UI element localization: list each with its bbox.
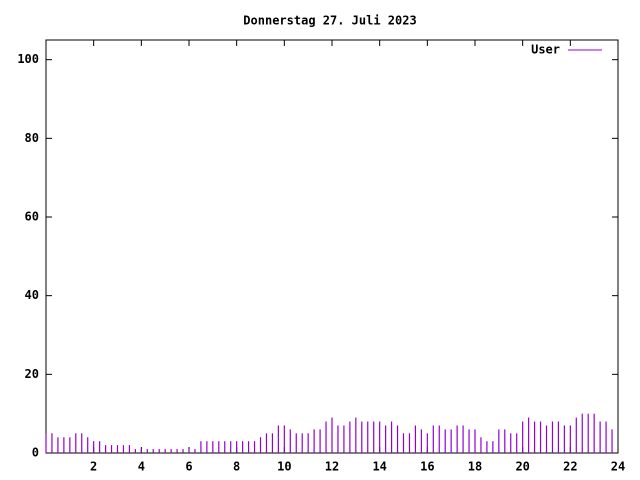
x-tick-label: 24	[611, 460, 625, 474]
x-tick-label: 6	[185, 460, 192, 474]
x-tick-label: 8	[233, 460, 240, 474]
y-tick-label: 60	[25, 210, 39, 224]
legend-label: User	[531, 43, 560, 57]
x-tick-label: 18	[468, 460, 482, 474]
x-tick-label: 12	[325, 460, 339, 474]
x-tick-label: 16	[420, 460, 434, 474]
y-tick-label: 100	[17, 52, 39, 66]
chart-title: Donnerstag 27. Juli 2023	[243, 14, 416, 28]
x-tick-label: 10	[277, 460, 291, 474]
y-tick-label: 0	[32, 446, 39, 460]
y-tick-label: 80	[25, 131, 39, 145]
x-tick-label: 2	[90, 460, 97, 474]
y-tick-label: 40	[25, 288, 39, 302]
x-tick-label: 4	[138, 460, 145, 474]
x-tick-label: 14	[372, 460, 386, 474]
y-tick-label: 20	[25, 367, 39, 381]
plot-frame	[45, 39, 619, 454]
x-tick-label: 20	[515, 460, 529, 474]
x-tick-label: 22	[563, 460, 577, 474]
